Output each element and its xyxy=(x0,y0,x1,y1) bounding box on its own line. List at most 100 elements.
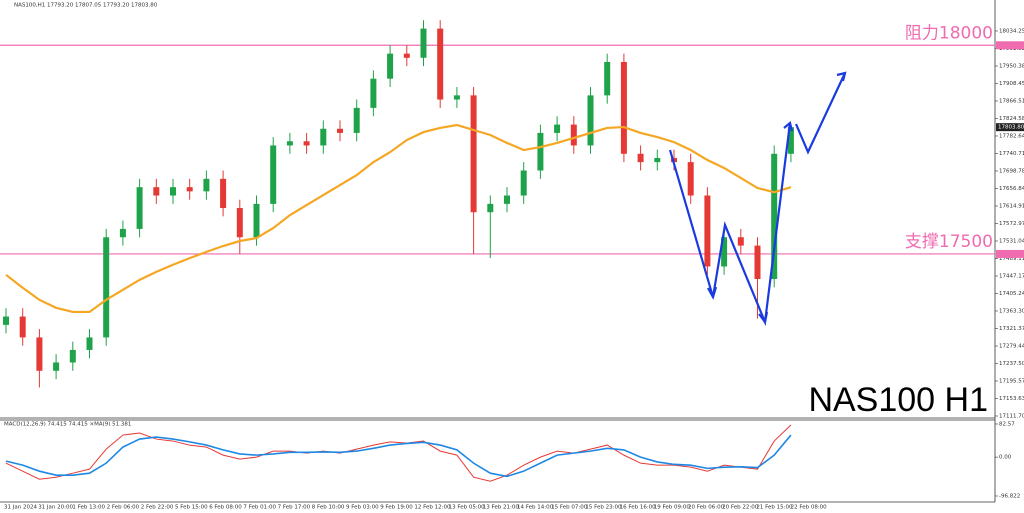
candle-body xyxy=(604,61,611,96)
x-tick-label: 15 Feb 23:00 xyxy=(585,505,622,511)
candle-body xyxy=(620,61,627,154)
y2-tick-label: 0.00 xyxy=(999,455,1012,461)
x-tick-label: 22 Feb 08:00 xyxy=(791,505,828,511)
candle-body xyxy=(520,170,527,196)
macd-line xyxy=(5,434,792,478)
candle-body xyxy=(337,128,343,133)
x-tick-label: 20 Feb 22:00 xyxy=(722,505,759,511)
candle-body xyxy=(504,195,510,204)
y-tick-label: 17782.64 xyxy=(999,133,1024,139)
y-tick-label: 17321.37 xyxy=(999,326,1024,332)
x-tick-label: 14 Feb 14:00 xyxy=(517,505,554,511)
level-axis-marker xyxy=(996,41,1024,50)
candle-body xyxy=(19,316,26,338)
candle-body xyxy=(437,28,444,100)
macd-line xyxy=(5,424,792,482)
candle-body xyxy=(136,187,143,229)
y-tick-label: 17824.58 xyxy=(999,116,1024,122)
x-tick-label: 9 Feb 03:00 xyxy=(346,505,379,511)
y-tick-label: 17908.45 xyxy=(999,81,1024,87)
y-tick-label: 17279.44 xyxy=(999,343,1024,349)
y-tick-label: 17111.70 xyxy=(999,413,1024,419)
x-tick-label: 16 Feb 16:00 xyxy=(620,505,657,511)
candle-body xyxy=(153,187,160,196)
x-tick-label: 13 Feb 21:00 xyxy=(483,505,520,511)
y-tick-label: 17405.24 xyxy=(999,291,1024,297)
x-tick-label: 2 Feb 22:00 xyxy=(141,505,174,511)
watermark: NAS100 H1 xyxy=(808,381,988,419)
candle-body xyxy=(554,124,561,133)
candle-body xyxy=(387,53,394,79)
last-price-marker xyxy=(996,123,1024,132)
y-tick-label: 18034.25 xyxy=(999,28,1024,34)
candle-body xyxy=(537,132,544,171)
candle-body xyxy=(453,95,460,100)
y-tick-label: 17489.11 xyxy=(999,256,1024,262)
candle-body xyxy=(704,195,711,267)
x-tick-label: 7 Feb 17:00 xyxy=(278,505,311,511)
candle-body xyxy=(186,187,193,192)
candle-body xyxy=(270,145,277,204)
x-tick-label: 5 Feb 15:00 xyxy=(175,505,208,511)
candle-body xyxy=(787,127,794,154)
y-tick-label: 17950.38 xyxy=(999,63,1024,69)
x-tick-label: 20 Feb 06:00 xyxy=(688,505,725,511)
candle-body xyxy=(220,178,227,209)
candle-body xyxy=(236,208,243,238)
candle-body xyxy=(403,53,410,58)
x-tick-label: 12 Feb 12:00 xyxy=(414,505,451,511)
y2-tick-label: -96.822 xyxy=(999,493,1020,499)
candle-body xyxy=(53,362,60,371)
candle-body xyxy=(754,245,761,279)
candle-body xyxy=(119,228,126,238)
candle-body xyxy=(3,316,9,325)
candle-body xyxy=(353,107,360,133)
y-tick-label: 17531.04 xyxy=(999,238,1024,244)
candle-body xyxy=(570,124,577,146)
x-tick-label: 7 Feb 01:00 xyxy=(243,505,276,511)
zigzag-path xyxy=(668,122,792,327)
level-label: 支撑17500 xyxy=(905,232,993,252)
candle-body xyxy=(320,128,327,146)
candle-body xyxy=(370,78,377,108)
candle-body xyxy=(420,28,427,58)
chart-header: NAS100,H1 17793.20 17807.05 17793.20 178… xyxy=(14,3,158,9)
x-tick-label: 6 Feb 08:00 xyxy=(209,505,242,511)
x-tick-label: 21 Feb 15:00 xyxy=(756,505,793,511)
y-tick-label: 17656.84 xyxy=(999,186,1024,192)
candle-body xyxy=(86,337,93,350)
level-axis-marker xyxy=(996,249,1024,258)
candle-body xyxy=(253,203,260,238)
candle-body xyxy=(36,337,43,371)
macd-label: MACD(12,26,9) 74.415 74.415 ×MA(9) 51.38… xyxy=(4,422,131,428)
candle-body xyxy=(637,153,644,163)
x-tick-label: 2 Feb 06:00 xyxy=(107,505,140,511)
y-tick-label: 17237.50 xyxy=(999,361,1024,367)
y2-tick-label: 82.57 xyxy=(999,421,1015,427)
y-tick-label: 17363.30 xyxy=(999,308,1024,314)
candle-body xyxy=(771,153,778,279)
candle-body xyxy=(69,349,76,363)
candle-body xyxy=(737,237,744,246)
candle-body xyxy=(487,203,494,213)
x-tick-label: 8 Feb 10:00 xyxy=(312,505,345,511)
y-tick-label: 17153.63 xyxy=(999,396,1024,402)
x-tick-label: 31 Jan 2024 xyxy=(4,505,37,511)
arrowhead xyxy=(758,311,769,325)
y-tick-label: 17866.51 xyxy=(999,98,1024,104)
candle-body xyxy=(721,237,728,267)
candle-body xyxy=(303,141,310,146)
level-label: 阻力18000 xyxy=(905,23,993,43)
candle-body xyxy=(203,178,210,192)
y-tick-label: 17614.91 xyxy=(999,203,1024,209)
candle-body xyxy=(587,95,594,146)
candle-body xyxy=(286,141,293,146)
arrowhead xyxy=(783,121,794,132)
x-tick-label: 19 Feb 09:00 xyxy=(654,505,691,511)
candle-body xyxy=(654,157,661,163)
x-tick-label: 9 Feb 19:00 xyxy=(380,505,413,511)
forecast-path xyxy=(794,72,846,155)
candle-body xyxy=(470,95,477,213)
moving-average xyxy=(5,123,792,314)
